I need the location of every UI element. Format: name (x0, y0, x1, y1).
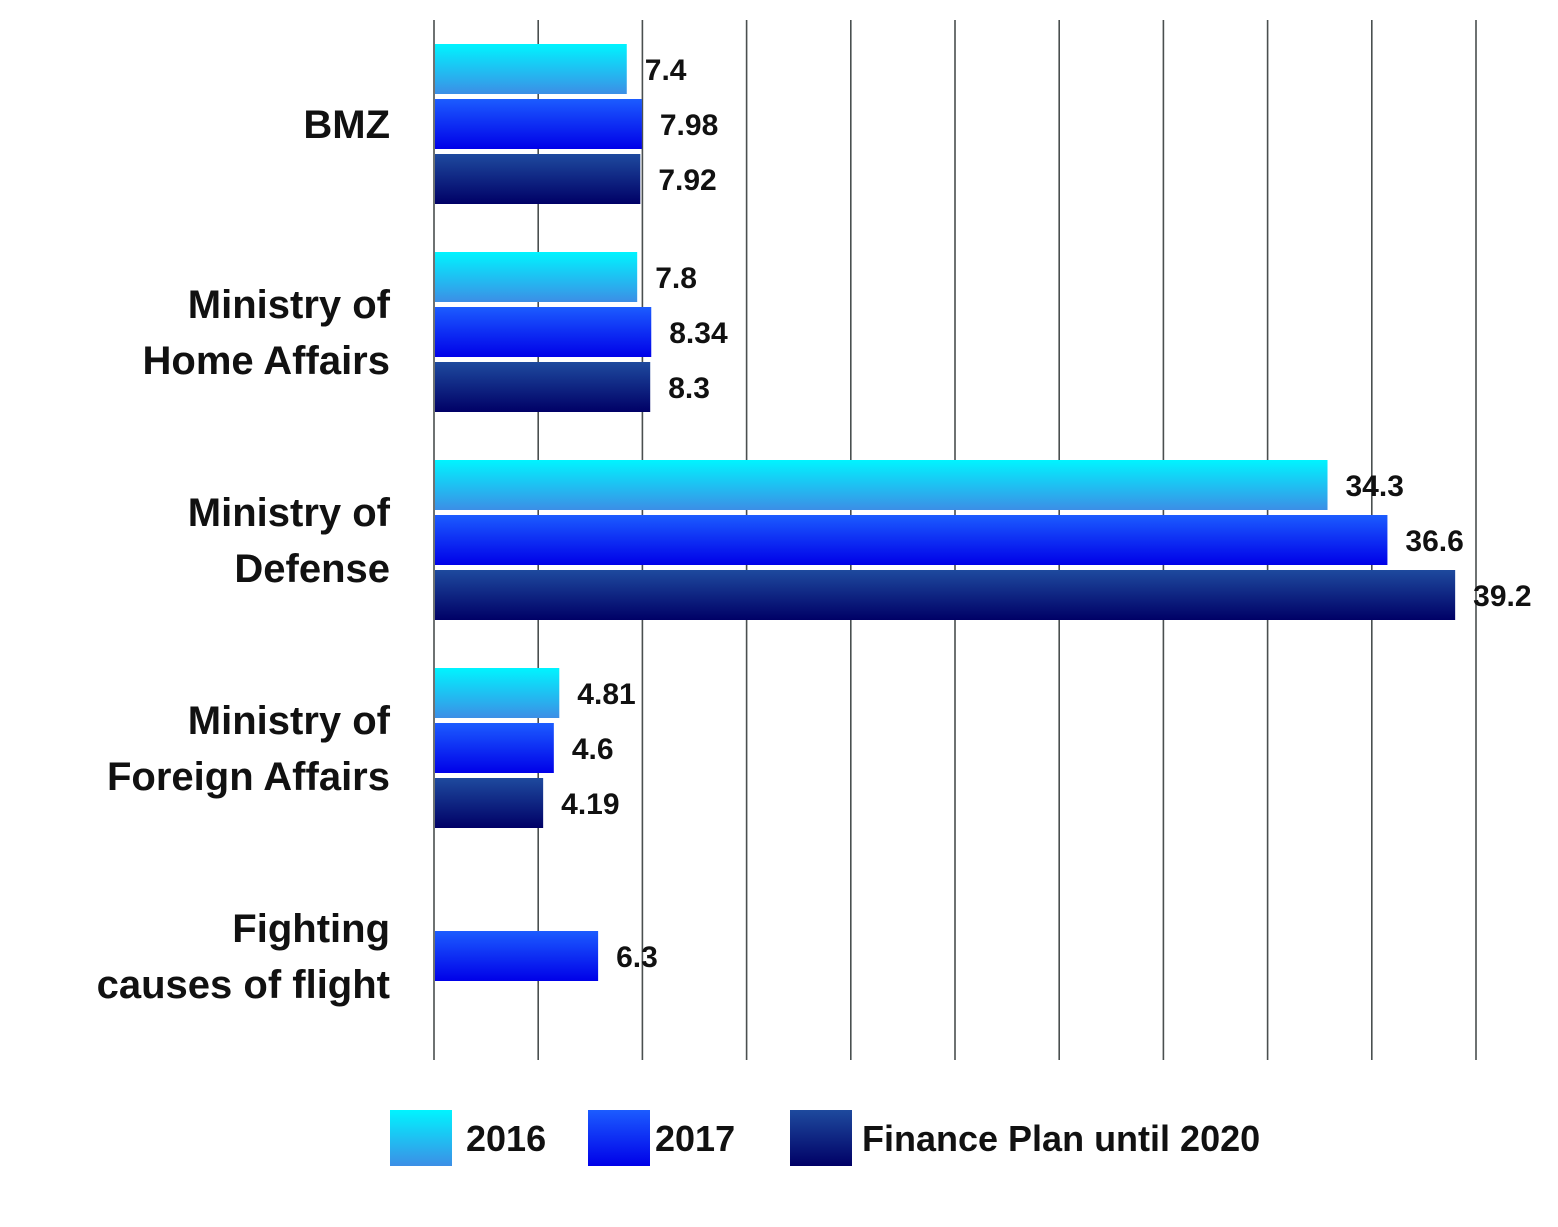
bar-2016-2 (435, 460, 1328, 510)
bar-finance-plan-until-2020-0 (435, 154, 641, 204)
category-label: causes of flight (97, 963, 390, 1007)
value-label: 34.3 (1346, 470, 1404, 503)
value-label: 36.6 (1405, 525, 1463, 558)
value-label: 7.4 (645, 54, 687, 87)
legend-swatch-1 (588, 1110, 650, 1166)
category-label: Ministry of (188, 699, 391, 743)
category-label: Home Affairs (143, 339, 390, 383)
bar-2017-4 (435, 931, 599, 981)
legend-swatch-0 (390, 1110, 452, 1166)
bar-2016-0 (435, 44, 627, 94)
category-label: Ministry of (188, 283, 391, 327)
value-label: 7.98 (660, 109, 718, 142)
category-label: Defense (234, 547, 390, 591)
legend-label: Finance Plan until 2020 (862, 1118, 1260, 1159)
legend-swatch-2 (790, 1110, 852, 1166)
category-label: Foreign Affairs (107, 755, 390, 799)
value-label: 39.2 (1473, 580, 1531, 613)
bar-2017-2 (435, 515, 1388, 565)
value-label: 7.92 (658, 164, 716, 197)
bars (435, 44, 1456, 981)
bar-finance-plan-until-2020-1 (435, 362, 651, 412)
bar-2017-0 (435, 99, 642, 149)
value-label: 8.34 (669, 317, 728, 350)
value-labels: 7.4 7.98 7.92 7.8 8.34 8.3 34.336.6 39.2 4.81 4.6… (561, 54, 1531, 974)
category-label: Ministry of (188, 491, 391, 535)
value-label: 8.3 (668, 372, 710, 405)
bar-2016-1 (435, 252, 638, 302)
legend-label: 2016 (466, 1118, 546, 1159)
category-labels: BMZ Ministry of Home Affairs Ministry of Def… (97, 103, 391, 1007)
legend-label: 2017 (655, 1118, 735, 1159)
value-label: 4.6 (572, 733, 614, 766)
legend: 2016 2017 Finance Plan until 2020 (390, 1110, 1260, 1166)
bar-finance-plan-until-2020-3 (435, 778, 544, 828)
value-label: 6.3 (616, 941, 658, 974)
bar-2017-3 (435, 723, 554, 773)
category-label: Fighting (232, 907, 390, 951)
bar-2016-3 (435, 668, 560, 718)
category-label: BMZ (303, 103, 390, 147)
value-label: 4.81 (577, 678, 635, 711)
value-label: 7.8 (655, 262, 697, 295)
value-label: 4.19 (561, 788, 619, 821)
bar-finance-plan-until-2020-2 (435, 570, 1456, 620)
bar-2017-1 (435, 307, 652, 357)
